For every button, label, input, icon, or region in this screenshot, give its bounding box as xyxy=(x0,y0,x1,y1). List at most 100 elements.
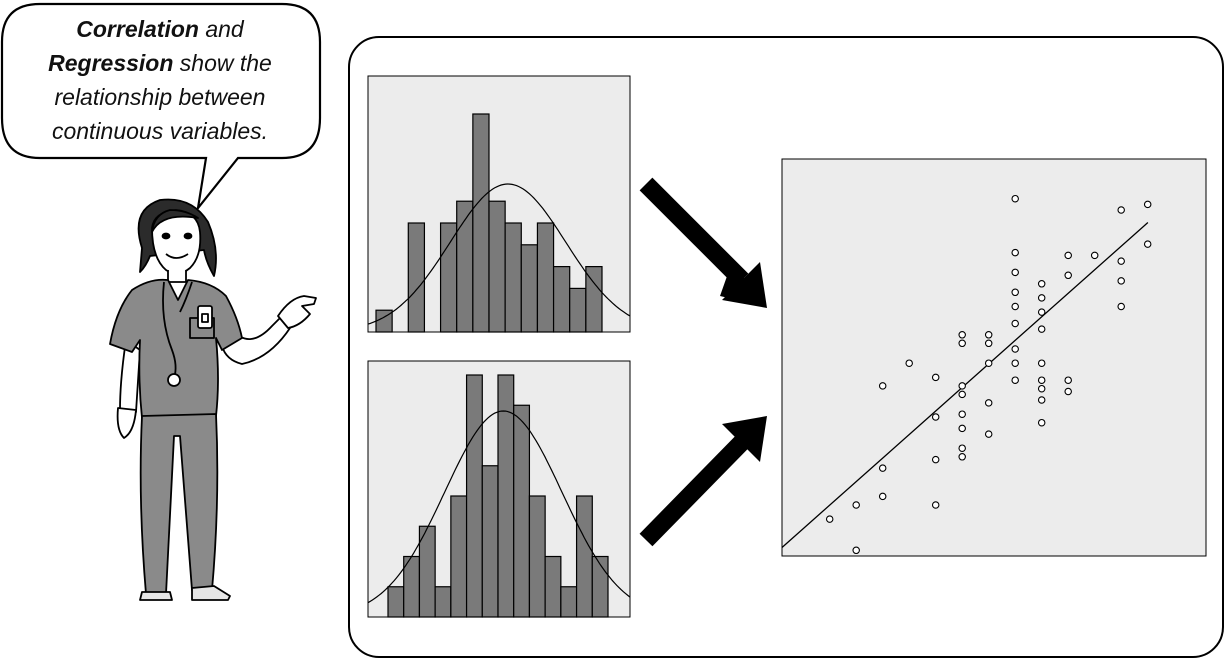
histogram-bottom-bar xyxy=(387,586,405,618)
hanging-hand xyxy=(116,407,137,439)
scatter-point xyxy=(931,501,940,509)
histogram-top-bar xyxy=(472,113,490,333)
scatter-point xyxy=(1011,288,1019,297)
scatter-point xyxy=(1037,384,1046,393)
scatter-point xyxy=(1117,257,1125,265)
scatter-point xyxy=(984,399,993,407)
histogram-bottom-normal-curve xyxy=(367,410,631,604)
scatter-point xyxy=(1117,302,1125,311)
scatter-point xyxy=(1037,325,1046,333)
scatter-point xyxy=(1143,240,1152,248)
scatter-point xyxy=(1011,376,1019,384)
speech-bubble: Correlation and Regression show the rela… xyxy=(0,2,322,212)
scatter-point xyxy=(984,331,993,339)
neck xyxy=(167,270,187,283)
scrub-pants xyxy=(139,413,219,595)
scatter-point xyxy=(1117,277,1125,285)
histogram-top-bar xyxy=(520,244,539,333)
histogram-bottom xyxy=(367,360,631,618)
histogram-top-bar xyxy=(585,266,603,333)
scatter-point xyxy=(1011,319,1019,328)
raised-arm xyxy=(221,315,291,365)
histogram-top-bar xyxy=(504,222,522,333)
scatter-point xyxy=(931,455,940,464)
scatter-point xyxy=(1037,418,1046,427)
histogram-bottom-bar xyxy=(418,525,436,618)
histogram-top-bar xyxy=(439,222,458,333)
scatter-point xyxy=(1064,376,1072,384)
histogram-bottom-bar xyxy=(528,495,546,618)
scatter-point xyxy=(905,359,913,367)
scatter-point xyxy=(878,382,887,390)
scatter-point xyxy=(931,373,940,382)
stethoscope-icon xyxy=(162,281,193,387)
left-eye xyxy=(161,232,171,240)
histogram-bottom-bar xyxy=(591,555,609,618)
right-shoe xyxy=(191,585,231,601)
scatter-point xyxy=(1037,294,1046,302)
scatter-plot-panel xyxy=(781,158,1207,557)
scatter-point xyxy=(1037,308,1046,316)
right-eye xyxy=(183,232,193,240)
scatter-plot xyxy=(781,158,1207,557)
histogram-top-bar xyxy=(569,287,587,333)
scatter-point xyxy=(878,464,887,472)
left-shoe xyxy=(139,591,173,601)
scatter-point xyxy=(1090,251,1099,260)
scatter-point xyxy=(958,339,966,348)
scatter-point xyxy=(852,501,860,509)
histogram-bottom-bar xyxy=(560,586,578,618)
scatter-point xyxy=(1064,251,1072,260)
scatter-point xyxy=(958,410,966,418)
arrow-down-right-icon xyxy=(639,177,767,308)
smile xyxy=(165,253,189,259)
histogram-top-bar xyxy=(407,222,426,333)
histogram-bottom-bar xyxy=(465,374,483,618)
bubble-line-4: continuous variables. xyxy=(52,118,268,144)
scatter-point xyxy=(984,359,993,367)
scatter-point xyxy=(1011,302,1019,311)
histogram-bottom-bar xyxy=(513,404,531,618)
scatter-point xyxy=(1037,396,1046,404)
speech-bubble-outline xyxy=(0,2,322,212)
scatter-point xyxy=(958,424,966,433)
hair-fringe xyxy=(151,209,199,233)
scatter-point xyxy=(984,339,993,348)
scatter-point xyxy=(1037,376,1046,384)
arrow-up-right-icon xyxy=(639,416,767,547)
scatter-point xyxy=(931,413,940,421)
histogram-bottom-bar xyxy=(481,465,499,618)
scatter-point xyxy=(1011,268,1019,277)
histogram-top-bar xyxy=(488,200,506,333)
bubble-line-3: relationship between xyxy=(55,84,266,110)
scatter-point xyxy=(1064,271,1072,280)
scatter-point xyxy=(1037,359,1046,367)
scatter-point xyxy=(958,382,966,390)
scatter-point xyxy=(878,492,887,501)
histogram-bottom-bar xyxy=(434,586,452,618)
scatter-point xyxy=(958,390,966,399)
scatter-point xyxy=(1064,387,1072,396)
histogram-bottom-bar xyxy=(450,495,468,618)
badge-icon xyxy=(197,305,213,329)
scatter-point xyxy=(1117,206,1125,214)
scatter-point xyxy=(958,331,966,339)
histogram-bottom-bar xyxy=(575,495,593,618)
bubble-line-1: Correlation and xyxy=(76,16,245,42)
scatter-point xyxy=(984,430,993,438)
raised-hand xyxy=(277,295,317,329)
scatter-point xyxy=(958,444,966,452)
scatter-point xyxy=(1011,248,1019,257)
bubble-line-2: Regression show the xyxy=(48,50,272,76)
scatter-point xyxy=(958,453,966,461)
scatter-point xyxy=(1037,280,1046,288)
scatter-point xyxy=(1011,345,1019,353)
histogram-top-bar xyxy=(552,266,571,333)
scatter-point xyxy=(1143,200,1152,209)
scatter-point xyxy=(1011,359,1019,367)
histogram-bottom-bar xyxy=(544,555,562,618)
histogram-top-bar xyxy=(536,222,555,333)
histogram-top-normal-curve xyxy=(367,183,631,325)
histogram-top xyxy=(367,75,631,333)
nurse-figure xyxy=(109,198,317,601)
